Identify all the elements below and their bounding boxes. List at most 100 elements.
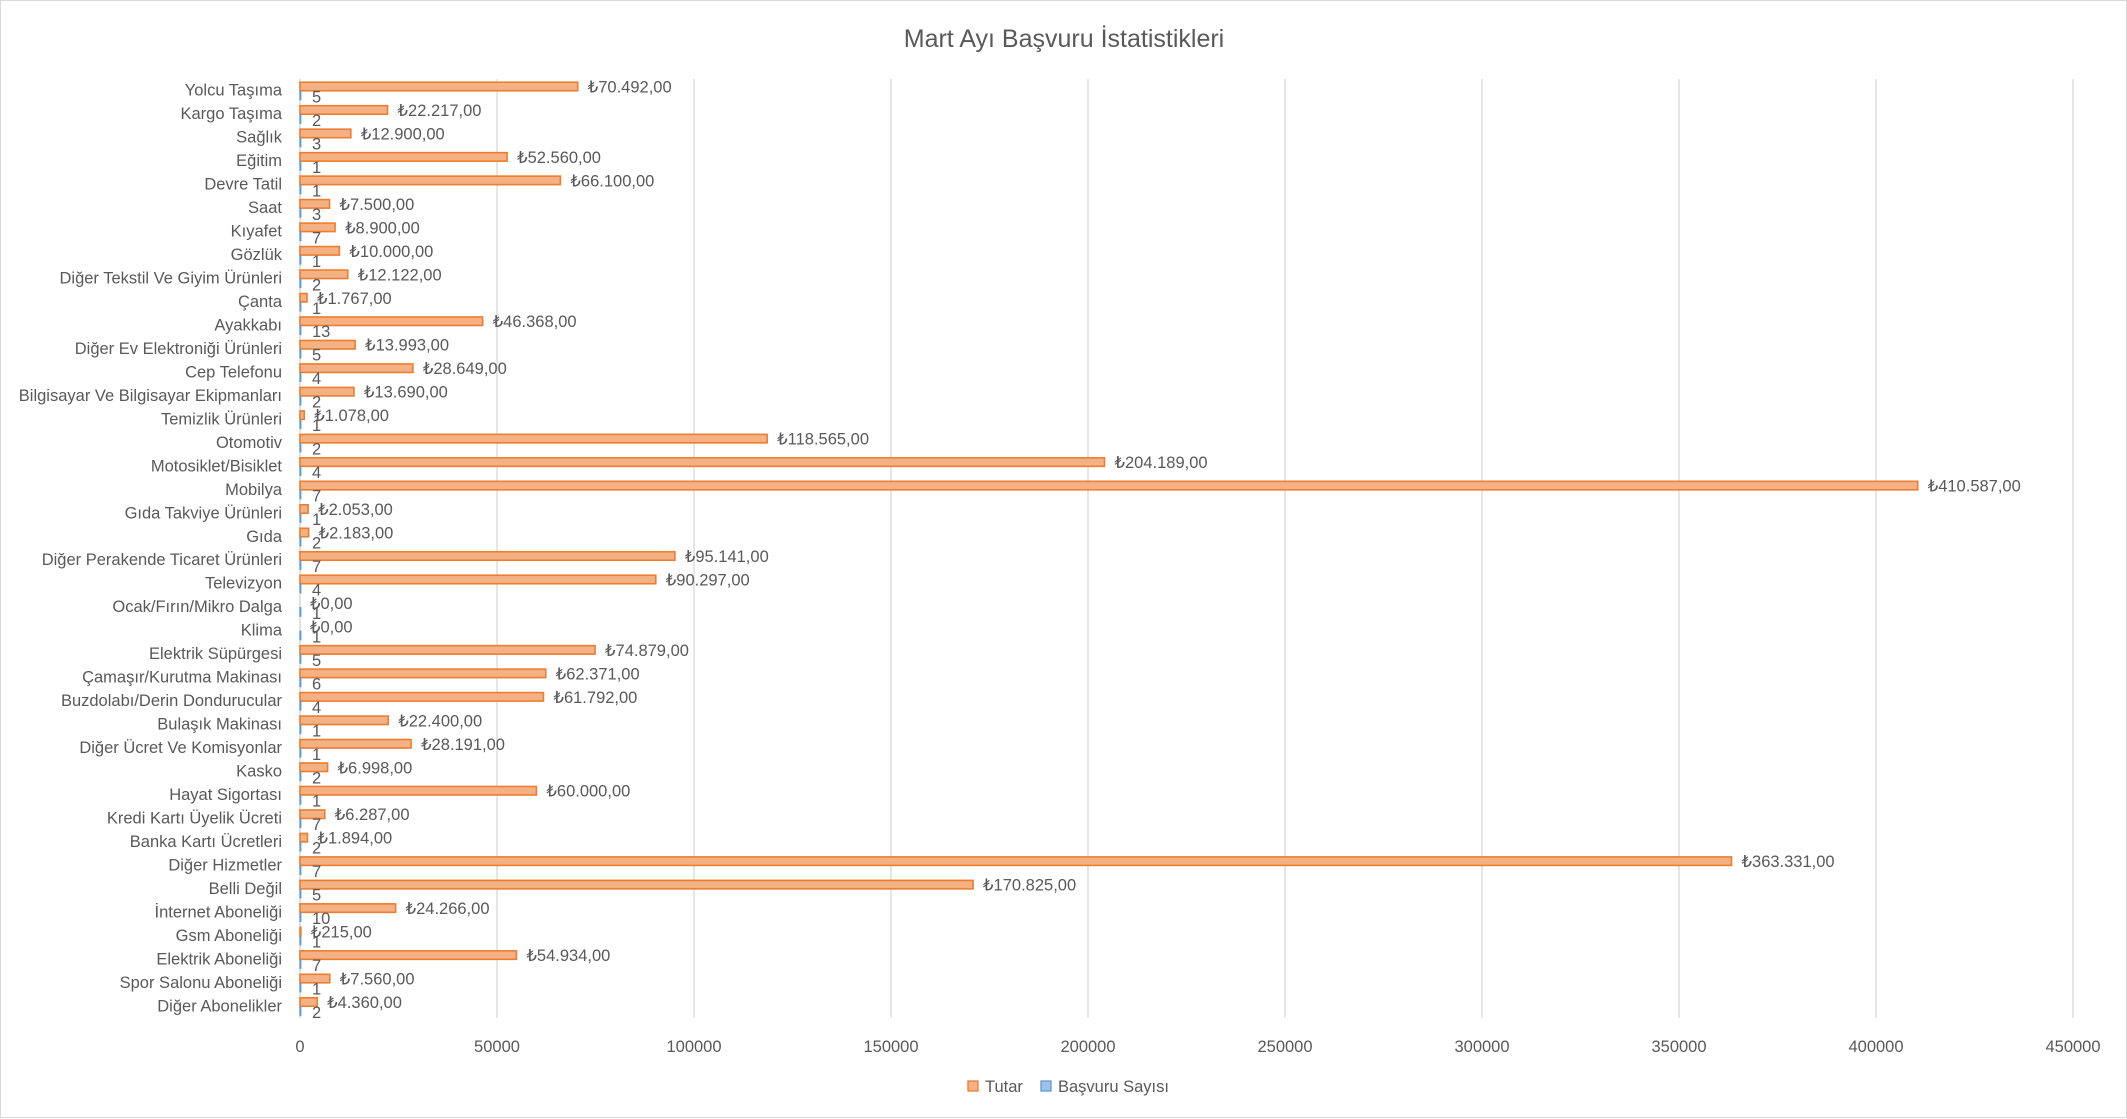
x-tick-label: 400000: [1848, 1038, 1903, 1056]
data-label-tutar: ₺204.189,00: [1115, 454, 1208, 472]
data-label-basvuru-sayisi: 2: [312, 1004, 321, 1022]
bar-tutar: [299, 879, 974, 890]
category-label: Sağlık: [236, 129, 283, 147]
bar-basvuru-sayisi: [299, 90, 302, 101]
bars: ₺70.492,00 5 ₺22.217,00 2 ₺12.900,00 3 ₺52.560…: [299, 78, 2021, 1022]
category-label: Motosiklet/Bisiklet: [151, 457, 283, 475]
category-label: Saat: [248, 199, 282, 217]
data-label-basvuru-sayisi: 1: [312, 722, 321, 740]
data-label-basvuru-sayisi: 4: [312, 464, 321, 482]
bar-basvuru-sayisi: [299, 654, 302, 664]
category-label: Televizyon: [205, 575, 282, 593]
bar-basvuru-sayisi: [299, 747, 302, 758]
bar-basvuru-sayisi: [299, 254, 302, 265]
bar-tutar: [299, 410, 306, 421]
data-label-tutar: ₺60.000,00: [546, 783, 630, 801]
data-label-tutar: ₺10.000,00: [349, 243, 433, 261]
bar-basvuru-sayisi: [299, 208, 302, 218]
bar-tutar: [299, 457, 1106, 468]
bar-basvuru-sayisi: [299, 794, 302, 805]
data-label-basvuru-sayisi: 1: [312, 934, 321, 952]
x-tick-label: 150000: [863, 1038, 918, 1056]
bar-tutar: [299, 363, 414, 374]
bar-basvuru-sayisi: [299, 888, 302, 899]
bar-tutar: [299, 269, 349, 280]
bar-basvuru-sayisi: [299, 161, 302, 171]
data-label-tutar: ₺28.191,00: [421, 736, 505, 754]
legend-label-tutar: Tutar: [985, 1078, 1023, 1096]
bar-basvuru-sayisi: [299, 841, 302, 852]
bar-basvuru-sayisi: [299, 489, 302, 500]
category-label: Gıda Takviye Ürünleri: [125, 504, 282, 522]
data-label-basvuru-sayisi: 2: [312, 112, 321, 130]
bar-basvuru-sayisi: [299, 771, 302, 782]
data-label-basvuru-sayisi: 10: [312, 910, 330, 928]
data-label-tutar: ₺62.371,00: [556, 665, 640, 683]
data-label-tutar: ₺6.998,00: [338, 759, 413, 777]
category-label: Ocak/Fırın/Mikro Dalga: [112, 598, 282, 616]
data-label-basvuru-sayisi: 4: [312, 699, 321, 717]
data-label-tutar: ₺12.122,00: [358, 266, 442, 284]
data-label-basvuru-sayisi: 1: [312, 793, 321, 811]
data-label-tutar: ₺22.400,00: [398, 712, 482, 730]
bar-tutar: [299, 339, 356, 350]
category-label: İnternet Aboneliği: [154, 902, 282, 921]
category-label: Çamaşır/Kurutma Makinası: [82, 669, 282, 687]
category-label: Diğer Ev Elektroniği Ürünleri: [75, 340, 282, 358]
bar-tutar: [299, 81, 579, 92]
bar-tutar: [299, 104, 389, 116]
data-label-basvuru-sayisi: 5: [312, 347, 321, 365]
data-label-tutar: ₺22.217,00: [398, 102, 482, 120]
bar-basvuru-sayisi: [299, 724, 302, 735]
category-label: Diğer Tekstil Ve Giyim Ürünleri: [59, 270, 282, 288]
data-label-basvuru-sayisi: 1: [312, 981, 321, 999]
data-label-tutar: ₺410.587,00: [1928, 478, 2021, 496]
bar-basvuru-sayisi: [299, 583, 302, 594]
data-label-tutar: ₺7.500,00: [340, 196, 415, 214]
x-tick-label: 350000: [1651, 1038, 1706, 1056]
bar-basvuru-sayisi: [299, 677, 302, 688]
category-label: Bilgisayar Ve Bilgisayar Ekipmanları: [19, 387, 282, 405]
category-label: Cep Telefonu: [185, 363, 282, 381]
data-label-tutar: ₺1.078,00: [314, 407, 389, 425]
data-label-tutar: ₺54.934,00: [526, 947, 610, 965]
data-label-tutar: ₺2.183,00: [319, 525, 394, 543]
data-label-tutar: ₺1.767,00: [317, 290, 392, 308]
bar-basvuru-sayisi: [299, 442, 302, 453]
data-label-basvuru-sayisi: 3: [312, 135, 321, 153]
category-label: Mobilya: [225, 481, 283, 499]
bar-basvuru-sayisi: [299, 935, 302, 946]
category-label: Kredi Kartı Üyelik Ücreti: [107, 809, 282, 827]
data-label-tutar: ₺24.266,00: [406, 900, 490, 918]
bar-tutar: [299, 973, 331, 984]
bar-basvuru-sayisi: [299, 231, 302, 242]
data-label-basvuru-sayisi: 1: [312, 417, 321, 435]
grid-lines: [299, 79, 2074, 1018]
data-label-tutar: ₺13.690,00: [364, 384, 448, 402]
bar-basvuru-sayisi: [299, 818, 302, 829]
data-label-basvuru-sayisi: 7: [312, 229, 321, 247]
bar-tutar: [299, 996, 318, 1008]
category-label: Temizlik Ürünleri: [161, 410, 282, 428]
bar-basvuru-sayisi: [299, 325, 302, 336]
data-label-tutar: ₺70.492,00: [588, 78, 672, 96]
bar-tutar: [299, 574, 657, 585]
data-label-basvuru-sayisi: 2: [312, 276, 321, 294]
category-label: Buzdolabı/Derin Dondurucular: [61, 692, 283, 710]
category-label: Yolcu Taşıma: [185, 82, 283, 100]
x-tick-label: 200000: [1060, 1038, 1115, 1056]
data-label-tutar: ₺95.141,00: [685, 548, 769, 566]
bar-basvuru-sayisi: [299, 513, 302, 523]
category-label: Elektrik Aboneliği: [156, 950, 282, 968]
x-tick-label: 100000: [666, 1038, 721, 1056]
bar-basvuru-sayisi: [299, 560, 302, 570]
x-tick-label: 250000: [1257, 1038, 1312, 1056]
data-label-tutar: ₺6.287,00: [335, 806, 410, 824]
data-label-basvuru-sayisi: 1: [312, 300, 321, 318]
data-label-basvuru-sayisi: 4: [312, 581, 321, 599]
category-label: Hayat Sigortası: [169, 786, 282, 804]
data-label-tutar: ₺74.879,00: [605, 642, 689, 660]
category-label: Otomotiv: [216, 434, 283, 452]
data-label-basvuru-sayisi: 7: [312, 863, 321, 881]
bar-tutar: [299, 550, 676, 562]
